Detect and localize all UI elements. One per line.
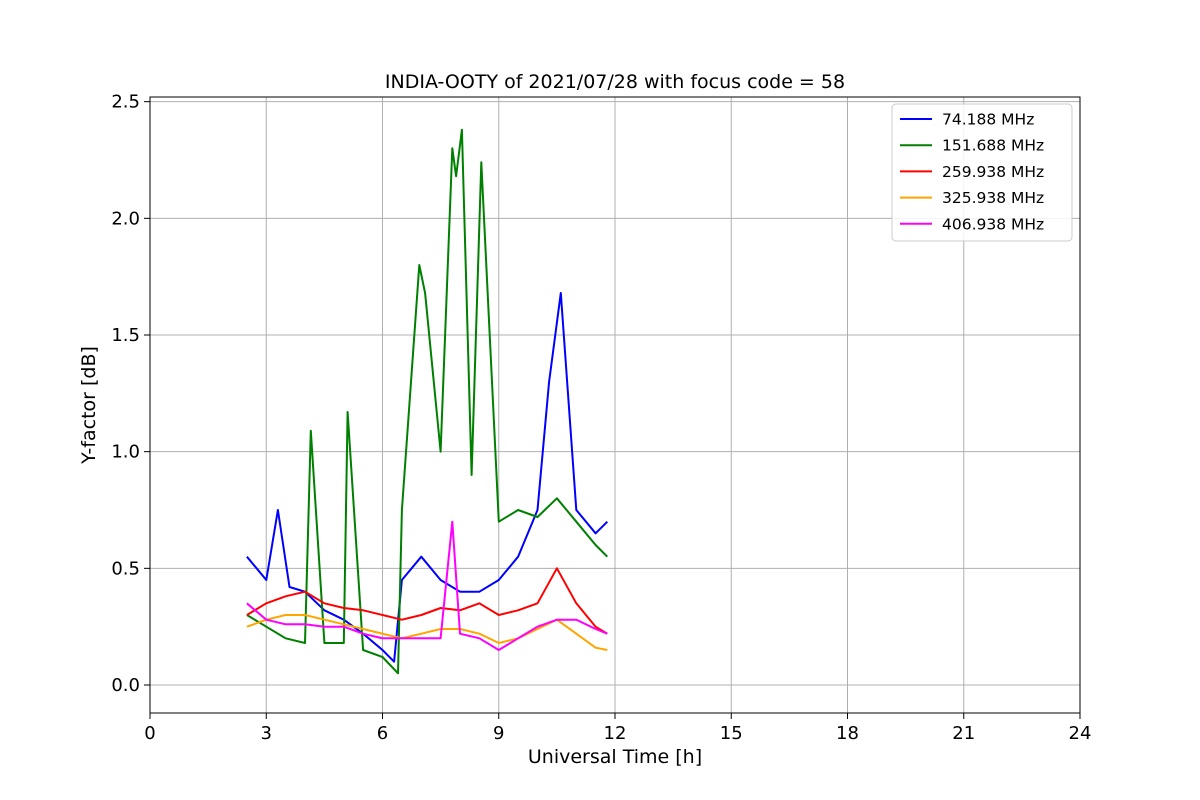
x-tick-label: 15 — [720, 723, 743, 744]
legend: 74.188 MHz 151.688 MHz 259.938 MHz 325.938 … — [891, 103, 1073, 242]
x-tick-label: 12 — [604, 723, 627, 744]
y-tick-label: 1.0 — [111, 442, 140, 463]
x-tick-label: 3 — [261, 723, 272, 744]
x-tick-label: 21 — [952, 723, 975, 744]
legend-label: 151.688 MHz — [942, 137, 1044, 155]
y-tick-label: 0.0 — [111, 675, 140, 696]
y-axis-label: Y-factor [dB] — [78, 346, 100, 465]
legend-box — [891, 103, 1073, 242]
y-axis: 0.0 0.5 1.0 1.5 2.0 2.5 — [111, 92, 150, 696]
legend-label: 406.938 MHz — [942, 215, 1044, 233]
series-line-1 — [246, 128, 609, 675]
x-tick-label: 24 — [1069, 723, 1092, 744]
x-tick-label: 6 — [377, 723, 388, 744]
x-tick-label: 0 — [144, 723, 155, 744]
legend-label: 325.938 MHz — [942, 189, 1044, 207]
series-line-2 — [246, 567, 608, 635]
series-line-0 — [246, 292, 609, 663]
x-tick-label: 9 — [493, 723, 504, 744]
x-axis-label: Universal Time [h] — [528, 746, 702, 768]
y-tick-label: 1.5 — [111, 325, 140, 346]
x-axis: 0 3 6 9 12 15 18 21 24 — [144, 713, 1091, 744]
series-line-4 — [246, 520, 608, 651]
legend-label: 259.938 MHz — [942, 163, 1044, 181]
chart-title: INDIA-OOTY of 2021/07/28 with focus code… — [385, 71, 845, 93]
y-tick-label: 2.5 — [111, 92, 140, 113]
x-tick-label: 18 — [836, 723, 859, 744]
series-group — [246, 128, 609, 675]
legend-label: 74.188 MHz — [942, 111, 1034, 129]
y-tick-label: 2.0 — [111, 208, 140, 229]
y-tick-label: 0.5 — [111, 558, 140, 579]
